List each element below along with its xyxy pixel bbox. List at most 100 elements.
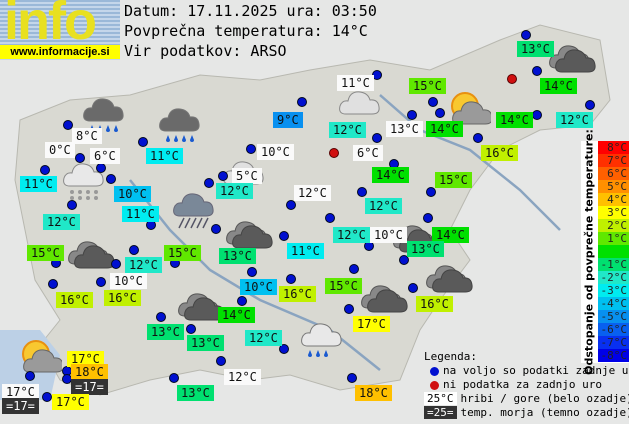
station-marker[interactable] xyxy=(435,108,445,118)
scale-cell: 8°C xyxy=(598,141,629,154)
station-marker[interactable] xyxy=(138,137,148,147)
station-temperature: 12°C xyxy=(365,198,402,214)
red-dot-icon xyxy=(430,380,439,390)
station-marker[interactable] xyxy=(218,171,228,181)
legend-sea: temp. morja (temno ozadje) xyxy=(460,406,629,419)
station-temperature: 11°C xyxy=(287,243,324,259)
station-temperature: 15°C xyxy=(409,78,446,94)
station-marker[interactable] xyxy=(42,392,52,402)
station-marker[interactable] xyxy=(237,296,247,306)
station-temperature: 11°C xyxy=(146,148,183,164)
overcast-icon xyxy=(225,218,273,264)
station-marker[interactable] xyxy=(96,163,106,173)
light-rain-icon xyxy=(300,320,348,366)
station-marker[interactable] xyxy=(211,224,221,234)
station-marker[interactable] xyxy=(96,277,106,287)
station-marker[interactable] xyxy=(357,187,367,197)
station-temperature: 15°C xyxy=(435,172,472,188)
station-marker[interactable] xyxy=(286,200,296,210)
station-marker[interactable] xyxy=(347,373,357,383)
legend: Legenda: na voljo so podatki zadnje ure … xyxy=(424,350,629,420)
station-marker[interactable] xyxy=(325,213,335,223)
station-marker-no-data[interactable] xyxy=(329,148,339,158)
station-marker[interactable] xyxy=(286,274,296,284)
station-temperature: 15°C xyxy=(325,278,362,294)
station-marker[interactable] xyxy=(349,264,359,274)
station-temperature: 14°C xyxy=(372,167,409,183)
site-logo[interactable]: info www.informacije.si xyxy=(0,0,120,60)
overcast-icon xyxy=(425,262,473,308)
station-temperature: 13°C xyxy=(177,385,214,401)
station-temperature: 17°C xyxy=(52,394,89,410)
date-line: Datum: 17.11.2025 ura: 03:50 xyxy=(124,2,377,20)
station-marker-no-data[interactable] xyxy=(507,74,517,84)
station-marker[interactable] xyxy=(521,30,531,40)
snow-icon xyxy=(62,160,110,206)
site-url[interactable]: www.informacije.si xyxy=(0,45,120,59)
station-temperature: 13°C xyxy=(147,324,184,340)
scale-title: Odstopanje od povprečne temperature: xyxy=(582,129,595,375)
heavy-rain-icon xyxy=(172,190,220,236)
station-marker[interactable] xyxy=(532,66,542,76)
station-marker[interactable] xyxy=(532,110,542,120)
station-temperature: 14°C xyxy=(432,227,469,243)
station-temperature: 13°C xyxy=(219,248,256,264)
station-marker[interactable] xyxy=(344,304,354,314)
station-marker[interactable] xyxy=(67,200,77,210)
station-marker[interactable] xyxy=(40,165,50,175)
station-temperature: 12°C xyxy=(556,112,593,128)
scale-cell: 4°C xyxy=(598,193,629,206)
station-marker[interactable] xyxy=(297,97,307,107)
station-marker[interactable] xyxy=(75,153,85,163)
station-marker[interactable] xyxy=(204,178,214,188)
station-temperature: 0°C xyxy=(45,142,75,158)
station-temperature: 12°C xyxy=(245,330,282,346)
station-temperature: 14°C xyxy=(218,307,255,323)
station-temperature: 12°C xyxy=(125,257,162,273)
station-marker[interactable] xyxy=(585,100,595,110)
scale-cell: -1°C xyxy=(598,258,629,271)
station-marker[interactable] xyxy=(279,231,289,241)
station-marker[interactable] xyxy=(169,373,179,383)
station-marker[interactable] xyxy=(408,283,418,293)
station-marker[interactable] xyxy=(48,279,58,289)
station-marker[interactable] xyxy=(407,110,417,120)
station-marker[interactable] xyxy=(129,245,139,255)
station-marker[interactable] xyxy=(428,97,438,107)
station-temperature: 16°C xyxy=(481,145,518,161)
sea-sample: =25= xyxy=(424,406,457,419)
scale-cell: 6°C xyxy=(598,167,629,180)
station-marker[interactable] xyxy=(426,187,436,197)
station-marker[interactable] xyxy=(63,120,73,130)
station-temperature: 10°C xyxy=(110,273,147,289)
partly-sunny-icon xyxy=(14,336,64,382)
station-marker[interactable] xyxy=(372,133,382,143)
station-temperature: 11°C xyxy=(20,176,57,192)
scale-cell: 2°C xyxy=(598,219,629,232)
station-marker[interactable] xyxy=(156,312,166,322)
station-temperature: 12°C xyxy=(333,227,370,243)
station-temperature: 13°C xyxy=(407,241,444,257)
station-temperature: 10°C xyxy=(370,227,407,243)
station-marker[interactable] xyxy=(186,324,196,334)
station-marker[interactable] xyxy=(106,174,116,184)
scale-cell xyxy=(598,245,629,258)
station-marker[interactable] xyxy=(216,356,226,366)
scale-cell: -6°C xyxy=(598,323,629,336)
station-marker[interactable] xyxy=(399,255,409,265)
station-temperature: 6°C xyxy=(353,145,383,161)
station-marker[interactable] xyxy=(423,213,433,223)
station-temperature: 8°C xyxy=(72,128,102,144)
scale-cell: -7°C xyxy=(598,336,629,349)
station-marker[interactable] xyxy=(279,344,289,354)
station-marker[interactable] xyxy=(473,133,483,143)
station-marker[interactable] xyxy=(246,144,256,154)
scale-cell: 7°C xyxy=(598,154,629,167)
station-temperature: 16°C xyxy=(56,292,93,308)
station-marker[interactable] xyxy=(247,267,257,277)
scale-cell: -5°C xyxy=(598,310,629,323)
station-marker[interactable] xyxy=(25,371,35,381)
station-marker[interactable] xyxy=(111,259,121,269)
partly-cloudy-icon xyxy=(443,88,493,134)
station-temperature: 12°C xyxy=(294,185,331,201)
